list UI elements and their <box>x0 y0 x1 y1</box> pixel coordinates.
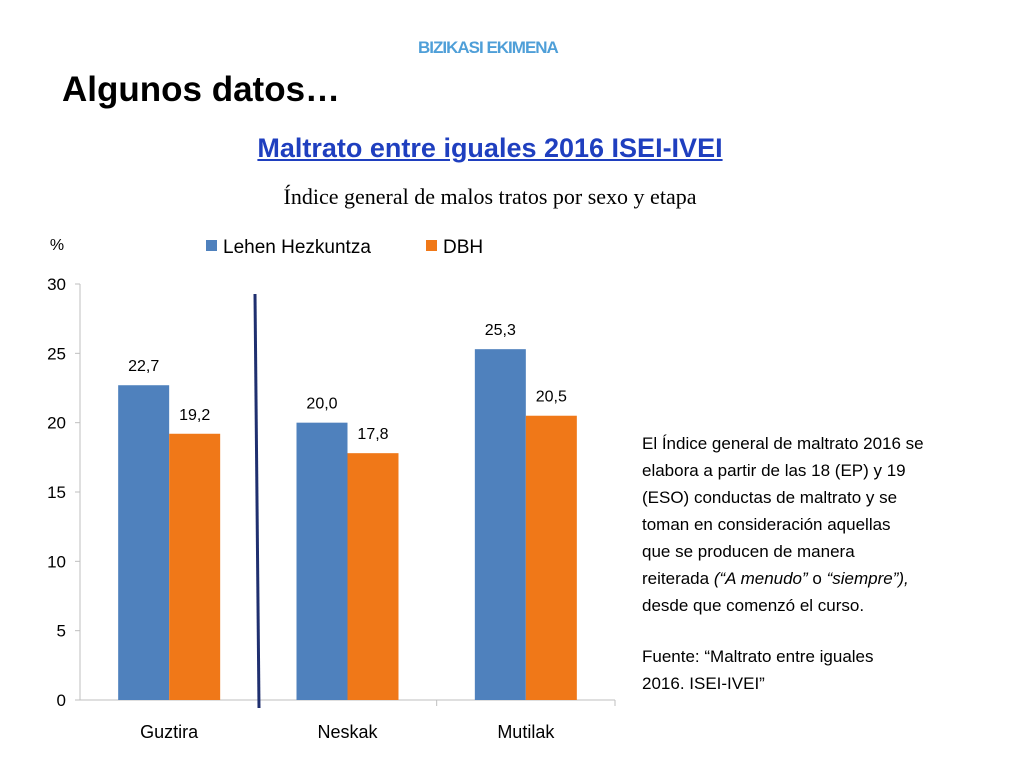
data-label: 22,7 <box>128 358 159 375</box>
bar <box>118 385 170 700</box>
bar <box>474 349 526 700</box>
bar <box>296 422 348 700</box>
note-line: toman en consideración aquellas <box>642 515 891 534</box>
y-tick-label: 30 <box>47 275 66 294</box>
chart-subtitle: Índice general de malos tratos por sexo … <box>283 184 697 209</box>
y-tick-label: 5 <box>57 622 66 641</box>
source-line: 2016. ISEI-IVEI” <box>642 674 765 693</box>
note-emphasis: “siempre”), <box>826 569 909 588</box>
y-tick-label: 15 <box>47 483 66 502</box>
bar <box>525 415 577 700</box>
data-label: 20,0 <box>306 396 337 413</box>
legend-label: DBH <box>443 237 483 258</box>
data-label: 25,3 <box>485 322 516 339</box>
y-tick-label: 25 <box>47 344 66 363</box>
note-text: reiterada <box>642 569 714 588</box>
y-axis-label: % <box>50 237 64 254</box>
slide-title: Algunos datos… <box>62 70 341 109</box>
legend-label: Lehen Hezkuntza <box>223 237 371 258</box>
explanation-note: El Índice general de maltrato 2016 se el… <box>642 430 992 697</box>
y-tick-label: 20 <box>47 414 66 433</box>
data-label: 17,8 <box>357 426 388 443</box>
y-tick-label: 0 <box>57 691 66 710</box>
note-line: elabora a partir de las 18 (EP) y 19 <box>642 461 906 480</box>
project-label: BIZIKASI EKIMENA <box>418 38 559 57</box>
data-label: 19,2 <box>179 407 210 424</box>
note-line: desde que comenzó el curso. <box>642 596 865 615</box>
x-tick-label: Neskak <box>317 722 378 742</box>
legend-swatch <box>426 240 437 251</box>
note-line: El Índice general de maltrato 2016 se <box>642 434 924 453</box>
separator-line <box>253 293 261 709</box>
legend-swatch <box>206 240 217 251</box>
bar <box>169 433 221 700</box>
note-emphasis: (“A menudo” <box>713 569 808 588</box>
note-line: reiterada (“A menudo” o “siempre”), <box>642 565 992 592</box>
x-tick-label: Mutilak <box>497 722 555 742</box>
note-line: que se producen de manera <box>642 542 855 561</box>
study-title-link[interactable]: Maltrato entre iguales 2016 ISEI-IVEI <box>257 133 723 163</box>
bar-chart: 0 5 10 15 20 25 30% Guztira 22,7 19,2 Neskak 20,0 17… <box>47 237 616 742</box>
x-tick-label: Guztira <box>140 722 199 742</box>
source-line: Fuente: “Maltrato entre iguales <box>642 647 874 666</box>
note-text: o <box>807 569 827 588</box>
data-label: 20,5 <box>536 389 567 406</box>
note-line: (ESO) conductas de maltrato y se <box>642 488 898 507</box>
bar <box>347 453 399 700</box>
y-tick-label: 10 <box>47 552 66 571</box>
